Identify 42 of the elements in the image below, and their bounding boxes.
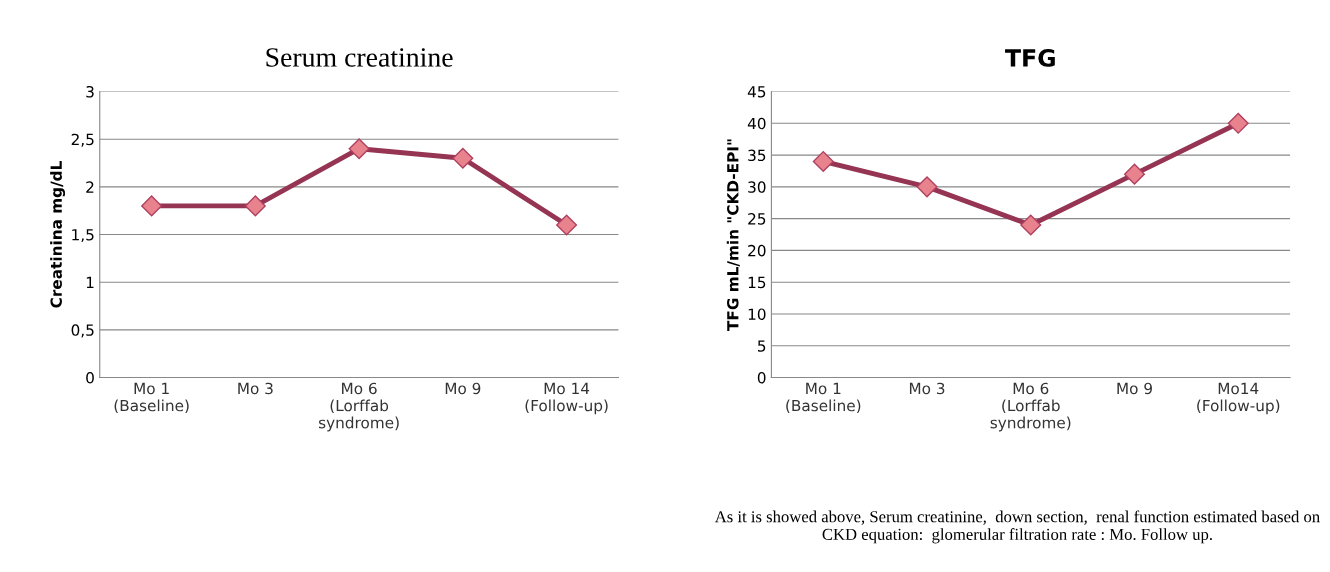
y-tick-label: 3 bbox=[86, 85, 94, 98]
y-tick-label: 45 bbox=[747, 86, 766, 98]
y-tick-label: 30 bbox=[748, 181, 766, 193]
y-tick-label: 40 bbox=[747, 117, 766, 130]
point bbox=[1020, 214, 1042, 236]
y-tick-label: 5 bbox=[758, 340, 766, 352]
point bbox=[1123, 163, 1146, 185]
y-tick-label: 2 bbox=[86, 181, 94, 193]
x-tick-label: Mo 1 (Baseline) bbox=[786, 382, 861, 414]
y-axis-title: TFG mL/min "CKD-EPI" bbox=[726, 139, 740, 331]
point bbox=[916, 176, 938, 198]
x-tick-label: Mo 9 bbox=[445, 382, 481, 395]
y-tick-label: 1,5 bbox=[72, 229, 94, 243]
point bbox=[1227, 112, 1249, 134]
y-axis-title: Creatinina mg/dL bbox=[50, 161, 66, 308]
point bbox=[141, 195, 163, 217]
y-tick-label: 25 bbox=[748, 213, 766, 225]
x-tick-label: Mo14 (Follow-up) bbox=[1197, 382, 1280, 415]
x-tick-label: Mo 6 (Lorffab syndrome) bbox=[318, 382, 399, 432]
point bbox=[452, 147, 474, 169]
y-tick-label: 0,5 bbox=[71, 324, 94, 338]
x-tick-label: Mo 14 (Follow-up) bbox=[525, 382, 608, 415]
x-tick-label: Mo 3 bbox=[909, 382, 945, 395]
y-tick-label: 35 bbox=[748, 149, 766, 162]
y-tick-label: 0 bbox=[86, 371, 94, 384]
chart-title: Serum creatinine bbox=[266, 48, 453, 67]
y-tick-label: 1 bbox=[86, 276, 94, 288]
point bbox=[348, 138, 370, 160]
y-tick-label: 15 bbox=[748, 276, 766, 289]
x-tick-label: Mo 3 bbox=[238, 382, 273, 395]
point bbox=[244, 195, 266, 217]
y-tick-label: 0 bbox=[757, 371, 766, 384]
x-tick-label: Mo 1 (Baseline) bbox=[114, 382, 189, 414]
x-tick-label: Mo 6 (Lorffab syndrome) bbox=[990, 382, 1071, 432]
point bbox=[812, 150, 834, 172]
point bbox=[556, 214, 578, 236]
y-tick-label: 20 bbox=[748, 244, 766, 257]
y-tick-label: 2,5 bbox=[71, 133, 94, 147]
y-tick-label: 10 bbox=[748, 308, 766, 320]
chart-title: TFG bbox=[1005, 49, 1055, 67]
text: As it is showed above, Serum creatinine, down section, renal function estimated based on CKD equation: glomerular filtration rate : Mo. Follow up. bbox=[714, 510, 1320, 544]
x-tick-label: Mo 9 bbox=[1117, 382, 1152, 395]
